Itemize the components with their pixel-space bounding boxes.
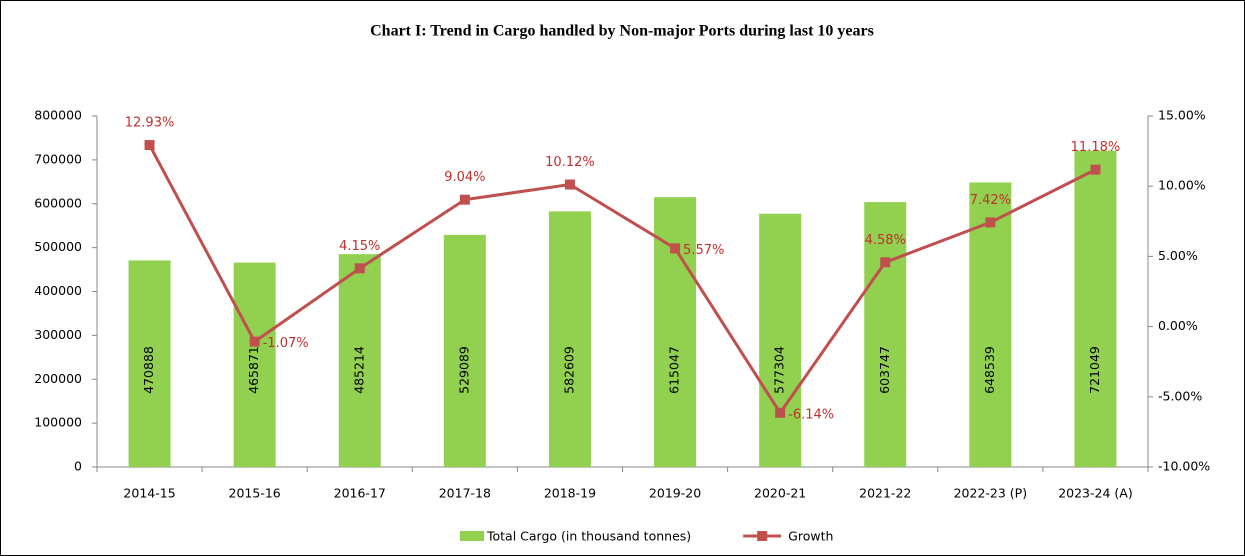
y2-tick-label: -5.00% bbox=[1158, 388, 1202, 403]
bar-label: 615047 bbox=[667, 346, 682, 394]
y2-tick-label: -10.00% bbox=[1158, 459, 1210, 474]
bar-label: 721049 bbox=[1087, 346, 1102, 394]
x-tick-label: 2016-17 bbox=[334, 486, 386, 501]
line-marker bbox=[459, 194, 470, 205]
bar bbox=[128, 260, 171, 467]
y-tick-label: 400000 bbox=[34, 283, 82, 298]
x-tick-label: 2015-16 bbox=[229, 486, 281, 501]
x-tick-label: 2023-24 (A) bbox=[1058, 486, 1133, 501]
legend-label: Total Cargo (in thousand tonnes) bbox=[486, 529, 691, 544]
line-marker bbox=[880, 257, 891, 268]
line-marker bbox=[144, 140, 155, 151]
line-label: 11.18% bbox=[1071, 140, 1121, 155]
bar bbox=[969, 182, 1012, 468]
line-label: -6.14% bbox=[788, 407, 834, 422]
bar-label: 603747 bbox=[877, 346, 892, 394]
x-tick-label: 2017-18 bbox=[439, 486, 491, 501]
y-tick-label: 700000 bbox=[34, 151, 82, 166]
y2-tick-label: 15.00% bbox=[1158, 108, 1206, 123]
line-label: 5.57% bbox=[683, 243, 724, 258]
bar bbox=[1074, 150, 1117, 467]
bar-label: 529089 bbox=[456, 346, 471, 394]
x-tick-label: 2014-15 bbox=[123, 486, 175, 501]
legend-label: Growth bbox=[788, 529, 833, 544]
bar-label: 582609 bbox=[561, 346, 576, 394]
x-tick-label: 2021-22 bbox=[859, 486, 911, 501]
y-tick-label: 200000 bbox=[34, 371, 82, 386]
line-marker bbox=[354, 263, 365, 274]
bar-label: 577304 bbox=[772, 346, 787, 394]
line-label: 7.42% bbox=[970, 193, 1011, 208]
line-label: 9.04% bbox=[444, 170, 485, 185]
bar bbox=[864, 202, 907, 467]
line-marker bbox=[985, 217, 996, 228]
y-tick-label: 300000 bbox=[34, 327, 82, 342]
x-tick-label: 2022-23 (P) bbox=[954, 486, 1028, 501]
bar bbox=[654, 197, 697, 467]
line-marker bbox=[670, 243, 681, 254]
bar bbox=[548, 211, 591, 467]
bar-label: 470888 bbox=[141, 346, 156, 394]
bar bbox=[443, 234, 486, 467]
y-tick-label: 600000 bbox=[34, 195, 82, 210]
line-label: -1.07% bbox=[263, 336, 309, 351]
line bbox=[148, 144, 1097, 416]
bar bbox=[338, 254, 381, 467]
legend-swatch bbox=[757, 531, 768, 541]
chart-title: Chart I: Trend in Cargo handled by Non-m… bbox=[370, 23, 874, 40]
legend-swatch bbox=[460, 531, 484, 541]
bar bbox=[233, 262, 276, 467]
y2-tick-label: 10.00% bbox=[1158, 178, 1206, 193]
bar-label: 485214 bbox=[351, 346, 366, 394]
x-tick-label: 2019-20 bbox=[649, 486, 701, 501]
x-tick-label: 2020-21 bbox=[754, 486, 806, 501]
line-marker bbox=[564, 179, 575, 190]
y2-tick-label: 5.00% bbox=[1158, 248, 1198, 263]
line-marker bbox=[249, 336, 260, 347]
y-tick-label: 800000 bbox=[34, 108, 82, 123]
line-label: 4.58% bbox=[865, 233, 906, 248]
y-tick-label: 100000 bbox=[34, 415, 82, 430]
bar-label: 465871 bbox=[246, 346, 261, 394]
y2-tick-label: 0.00% bbox=[1158, 318, 1198, 333]
line-marker bbox=[1090, 164, 1101, 175]
line-marker bbox=[775, 407, 786, 418]
line-label: 10.12% bbox=[545, 155, 595, 170]
bar-label: 648539 bbox=[982, 346, 997, 394]
bar bbox=[759, 213, 802, 467]
y-tick-label: 500000 bbox=[34, 239, 82, 254]
y-tick-label: 0 bbox=[74, 459, 82, 474]
x-tick-label: 2018-19 bbox=[544, 486, 596, 501]
line-label: 12.93% bbox=[125, 116, 175, 131]
line-label: 4.15% bbox=[339, 239, 380, 254]
